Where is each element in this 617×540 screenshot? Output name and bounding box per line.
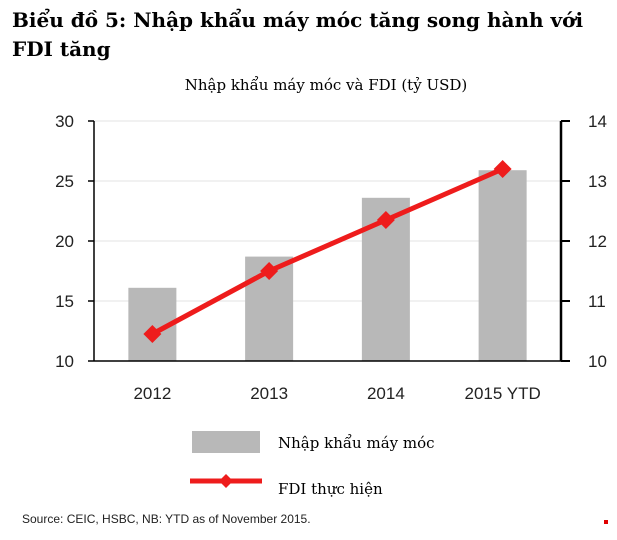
source-note: Source: CEIC, HSBC, NB: YTD as of Novemb…: [22, 512, 311, 526]
corner-mark: [604, 520, 608, 524]
y-left-tick-label: 20: [55, 232, 74, 251]
y-left-tick-label: 10: [55, 352, 74, 371]
y-right-tick-label: 13: [588, 172, 607, 191]
legend-label-bar: Nhập khẩu máy móc: [278, 434, 435, 452]
x-tick-label: 2013: [250, 384, 288, 403]
legend-swatch-bar: [192, 431, 260, 453]
x-tick-label: 2012: [133, 384, 171, 403]
fdi-marker: [260, 262, 279, 280]
figure-heading-line1: Biểu đồ 5: Nhập khẩu máy móc tăng song h…: [12, 8, 584, 32]
fdi-marker: [376, 211, 395, 229]
y-right-tick-label: 10: [588, 352, 607, 371]
x-tick-label: 2014: [367, 384, 405, 403]
fdi-marker: [143, 325, 162, 343]
bar-2015-ytd: [478, 170, 527, 361]
chart-title: Nhập khẩu máy móc và FDI (tỷ USD): [185, 76, 468, 94]
y-left-tick-label: 30: [55, 112, 74, 131]
fdi-line: [151, 166, 504, 337]
y-right-tick-label: 14: [588, 112, 607, 131]
figure-heading: Biểu đồ 5: Nhập khẩu máy móc tăng song h…: [12, 6, 612, 64]
y-right-tick-label: 11: [588, 292, 606, 311]
fdi-marker: [493, 160, 512, 178]
figure-heading-line2: FDI tăng: [12, 37, 111, 61]
legend-swatch-marker: [219, 474, 233, 488]
y-left-tick-label: 25: [55, 172, 74, 191]
y-right-tick-label: 12: [588, 232, 607, 251]
x-tick-label: 2015 YTD: [465, 384, 541, 403]
legend-label-line: FDI thực hiện: [278, 480, 383, 498]
y-left-tick-label: 15: [55, 292, 74, 311]
